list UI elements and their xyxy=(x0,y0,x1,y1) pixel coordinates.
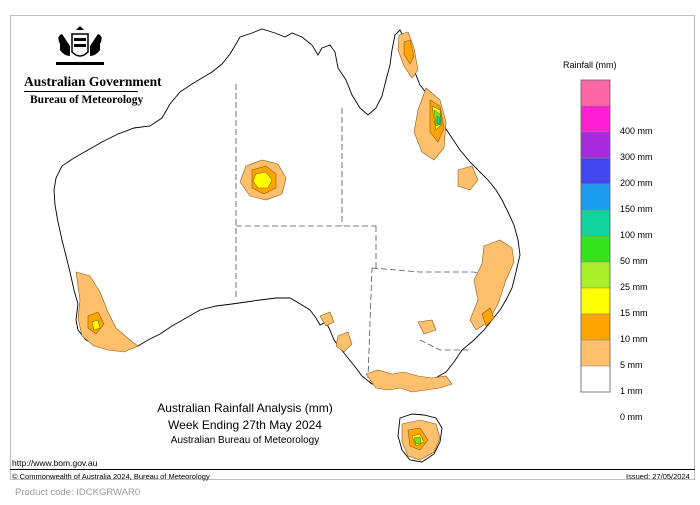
footer-divider xyxy=(10,469,695,470)
legend-label: 150 mm xyxy=(620,204,653,214)
rain-50mm-areas xyxy=(436,115,441,125)
legend-label: 5 mm xyxy=(620,360,643,370)
map-subtitle: Week Ending 27th May 2024 xyxy=(168,418,322,432)
map-source: Australian Bureau of Meteorology xyxy=(170,435,320,446)
organisation-name: Australian Government xyxy=(24,74,162,90)
bom-url-link[interactable]: http://www.bom.gov.au xyxy=(12,458,98,468)
issued-date: Issued: 27/05/2024 xyxy=(626,472,690,481)
legend-label: 1 mm xyxy=(620,386,643,396)
bureau-label: Bureau of Meteorology xyxy=(30,94,144,106)
product-code: Product code: IDCKGRWAR0 xyxy=(15,487,141,498)
organisation-divider xyxy=(24,91,138,92)
legend-label: 25 mm xyxy=(620,282,648,292)
copyright-text: © Commonwealth of Australia 2024, Bureau… xyxy=(12,472,210,481)
legend-label: 400 mm xyxy=(620,126,653,136)
coat-of-arms-logo xyxy=(56,26,104,65)
government-label: Australian Government xyxy=(24,74,162,89)
map-frame xyxy=(10,15,695,480)
legend-label: 100 mm xyxy=(620,230,653,240)
legend-label: 300 mm xyxy=(620,152,653,162)
legend-label: 0 mm xyxy=(620,412,643,422)
map-title: Australian Rainfall Analysis (mm) xyxy=(157,401,333,415)
legend-title: Rainfall (mm) xyxy=(563,60,617,70)
legend-label: 200 mm xyxy=(620,178,653,188)
state-borders xyxy=(235,84,501,379)
legend-label: 10 mm xyxy=(620,334,648,344)
legend-label: 15 mm xyxy=(620,308,648,318)
legend-label: 50 mm xyxy=(620,256,648,266)
